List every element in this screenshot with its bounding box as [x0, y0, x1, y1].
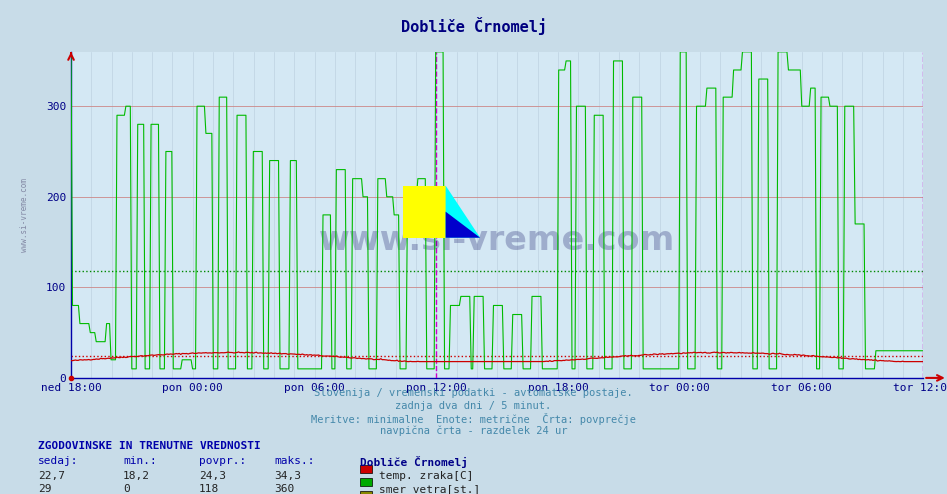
Text: Dobliče Črnomelj: Dobliče Črnomelj: [360, 456, 468, 468]
Text: 22,7: 22,7: [38, 471, 65, 481]
Text: 24,3: 24,3: [199, 471, 226, 481]
Text: sedaj:: sedaj:: [38, 456, 79, 466]
Text: min.:: min.:: [123, 456, 157, 466]
Text: maks.:: maks.:: [275, 456, 315, 466]
Text: povpr.:: povpr.:: [199, 456, 246, 466]
Polygon shape: [446, 186, 480, 238]
Bar: [360, 491, 372, 494]
Text: Dobliče Črnomelj: Dobliče Črnomelj: [401, 17, 546, 35]
Text: 29: 29: [38, 484, 51, 494]
Polygon shape: [446, 211, 480, 238]
Text: 0: 0: [123, 484, 130, 494]
Text: ZGODOVINSKE IN TRENUTNE VREDNOSTI: ZGODOVINSKE IN TRENUTNE VREDNOSTI: [38, 441, 260, 451]
Text: Slovenija / vremenski podatki - avtomatske postaje.: Slovenija / vremenski podatki - avtomats…: [314, 388, 633, 398]
Text: zadnja dva dni / 5 minut.: zadnja dva dni / 5 minut.: [396, 401, 551, 411]
Text: www.si-vreme.com: www.si-vreme.com: [20, 178, 28, 252]
Polygon shape: [403, 186, 446, 238]
Text: 360: 360: [275, 484, 295, 494]
Text: smer vetra[st.]: smer vetra[st.]: [379, 484, 480, 494]
Text: 118: 118: [199, 484, 219, 494]
Text: 18,2: 18,2: [123, 471, 151, 481]
Bar: [360, 478, 372, 486]
Text: temp. zraka[C]: temp. zraka[C]: [379, 471, 474, 481]
Text: www.si-vreme.com: www.si-vreme.com: [319, 224, 675, 257]
Text: 34,3: 34,3: [275, 471, 302, 481]
Bar: [360, 465, 372, 473]
Text: navpična črta - razdelek 24 ur: navpična črta - razdelek 24 ur: [380, 426, 567, 436]
Text: Meritve: minimalne  Enote: metrične  Črta: povprečje: Meritve: minimalne Enote: metrične Črta:…: [311, 413, 636, 425]
